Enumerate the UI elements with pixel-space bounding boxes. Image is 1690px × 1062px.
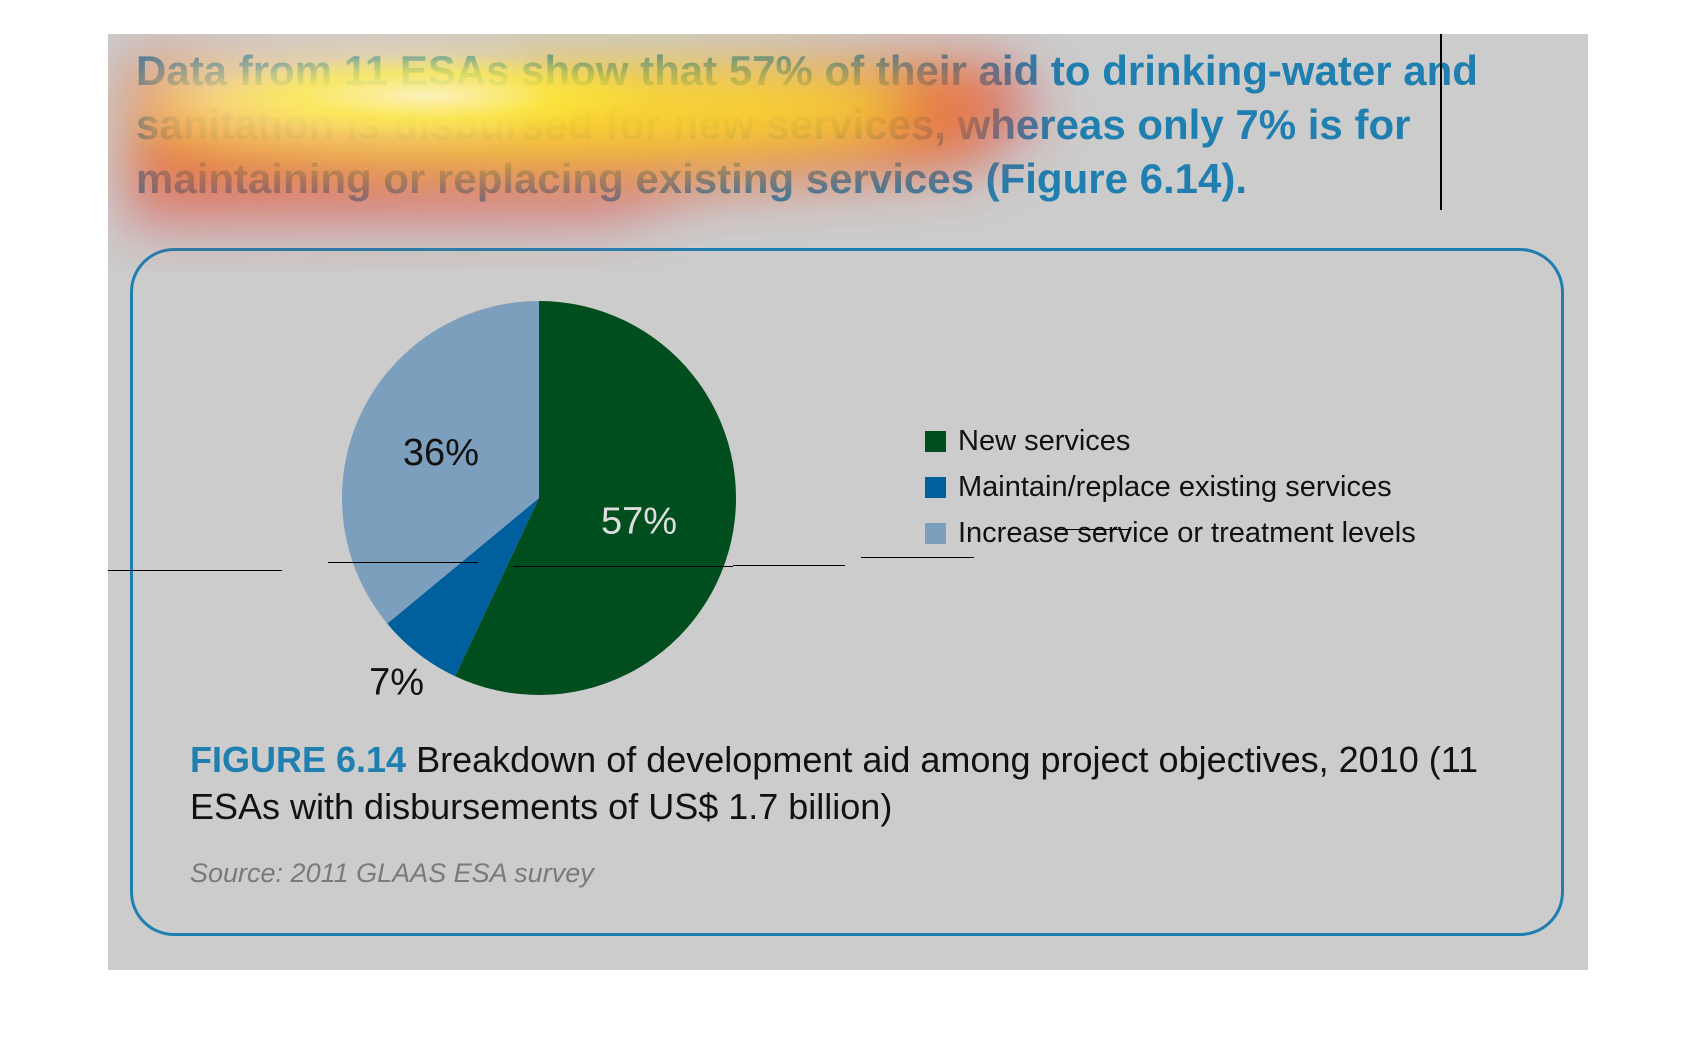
slide: Data from 11 ESAs show that 57% of their… — [108, 34, 1588, 970]
pie-slice-increase-service — [342, 301, 539, 624]
pie-label-increase-service: 36% — [403, 432, 479, 474]
stray-line — [328, 562, 478, 563]
figure-source: Source: 2011 GLAAS ESA survey — [190, 858, 594, 888]
legend-item-increase-service: Increase service or treatment levels — [925, 510, 1416, 556]
pie-label-maintain-replace: 7% — [369, 662, 424, 704]
stray-line — [108, 570, 282, 571]
legend-label: New services — [958, 424, 1131, 457]
legend-item-maintain-replace: Maintain/replace existing services — [925, 464, 1416, 510]
figure-number: FIGURE 6.14 — [190, 739, 407, 780]
legend-label: Increase service or treatment levels — [958, 516, 1416, 549]
pie-chart: 57% 7% 36% — [342, 301, 736, 704]
pie-slice-new-services — [455, 301, 736, 695]
chart-legend: New services Maintain/replace existing s… — [925, 418, 1416, 556]
stray-line — [861, 557, 974, 558]
legend-swatch — [925, 522, 946, 544]
headline-text: Data from 11 ESAs show that 57% of their… — [136, 47, 1478, 202]
figure-frame — [130, 248, 1564, 936]
legend-label: Maintain/replace existing services — [958, 470, 1392, 503]
pie-slice-maintain-replace — [387, 498, 539, 677]
stray-line — [733, 565, 845, 566]
pie-label-new-services: 57% — [601, 500, 677, 542]
figure-caption: FIGURE 6.14 Breakdown of development aid… — [190, 736, 1490, 830]
legend-item-new-services: New services — [925, 418, 1416, 464]
text-cursor — [1440, 34, 1442, 210]
figure-caption-text: Breakdown of development aid among proje… — [190, 739, 1479, 827]
legend-swatch — [925, 430, 946, 452]
stray-line — [1055, 529, 1129, 530]
stray-line — [513, 566, 733, 567]
legend-swatch — [925, 476, 946, 498]
